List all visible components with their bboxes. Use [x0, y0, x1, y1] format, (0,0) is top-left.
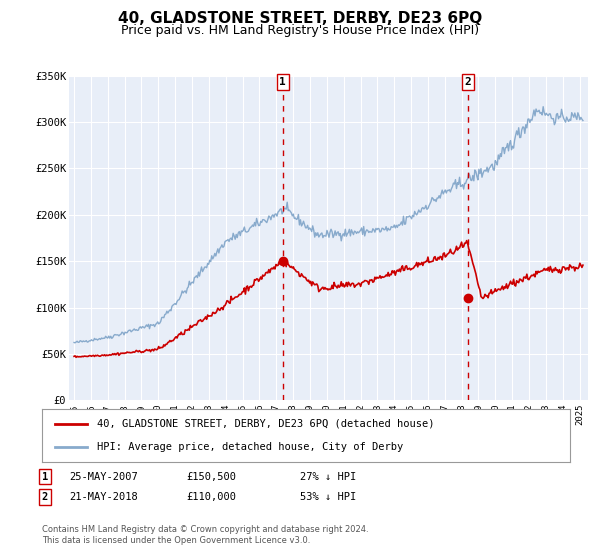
Text: £150,500: £150,500: [186, 472, 236, 482]
Text: 53% ↓ HPI: 53% ↓ HPI: [300, 492, 356, 502]
Text: 1: 1: [42, 472, 48, 482]
Text: 27% ↓ HPI: 27% ↓ HPI: [300, 472, 356, 482]
Text: 25-MAY-2007: 25-MAY-2007: [69, 472, 138, 482]
Text: 21-MAY-2018: 21-MAY-2018: [69, 492, 138, 502]
Text: 1: 1: [280, 77, 286, 87]
Text: Price paid vs. HM Land Registry's House Price Index (HPI): Price paid vs. HM Land Registry's House …: [121, 24, 479, 36]
Text: 2: 2: [42, 492, 48, 502]
Text: HPI: Average price, detached house, City of Derby: HPI: Average price, detached house, City…: [97, 442, 404, 452]
Text: 2: 2: [465, 77, 472, 87]
Text: Contains HM Land Registry data © Crown copyright and database right 2024.
This d: Contains HM Land Registry data © Crown c…: [42, 525, 368, 545]
Text: £110,000: £110,000: [186, 492, 236, 502]
Text: 40, GLADSTONE STREET, DERBY, DE23 6PQ (detached house): 40, GLADSTONE STREET, DERBY, DE23 6PQ (d…: [97, 419, 435, 429]
Text: 40, GLADSTONE STREET, DERBY, DE23 6PQ: 40, GLADSTONE STREET, DERBY, DE23 6PQ: [118, 11, 482, 26]
